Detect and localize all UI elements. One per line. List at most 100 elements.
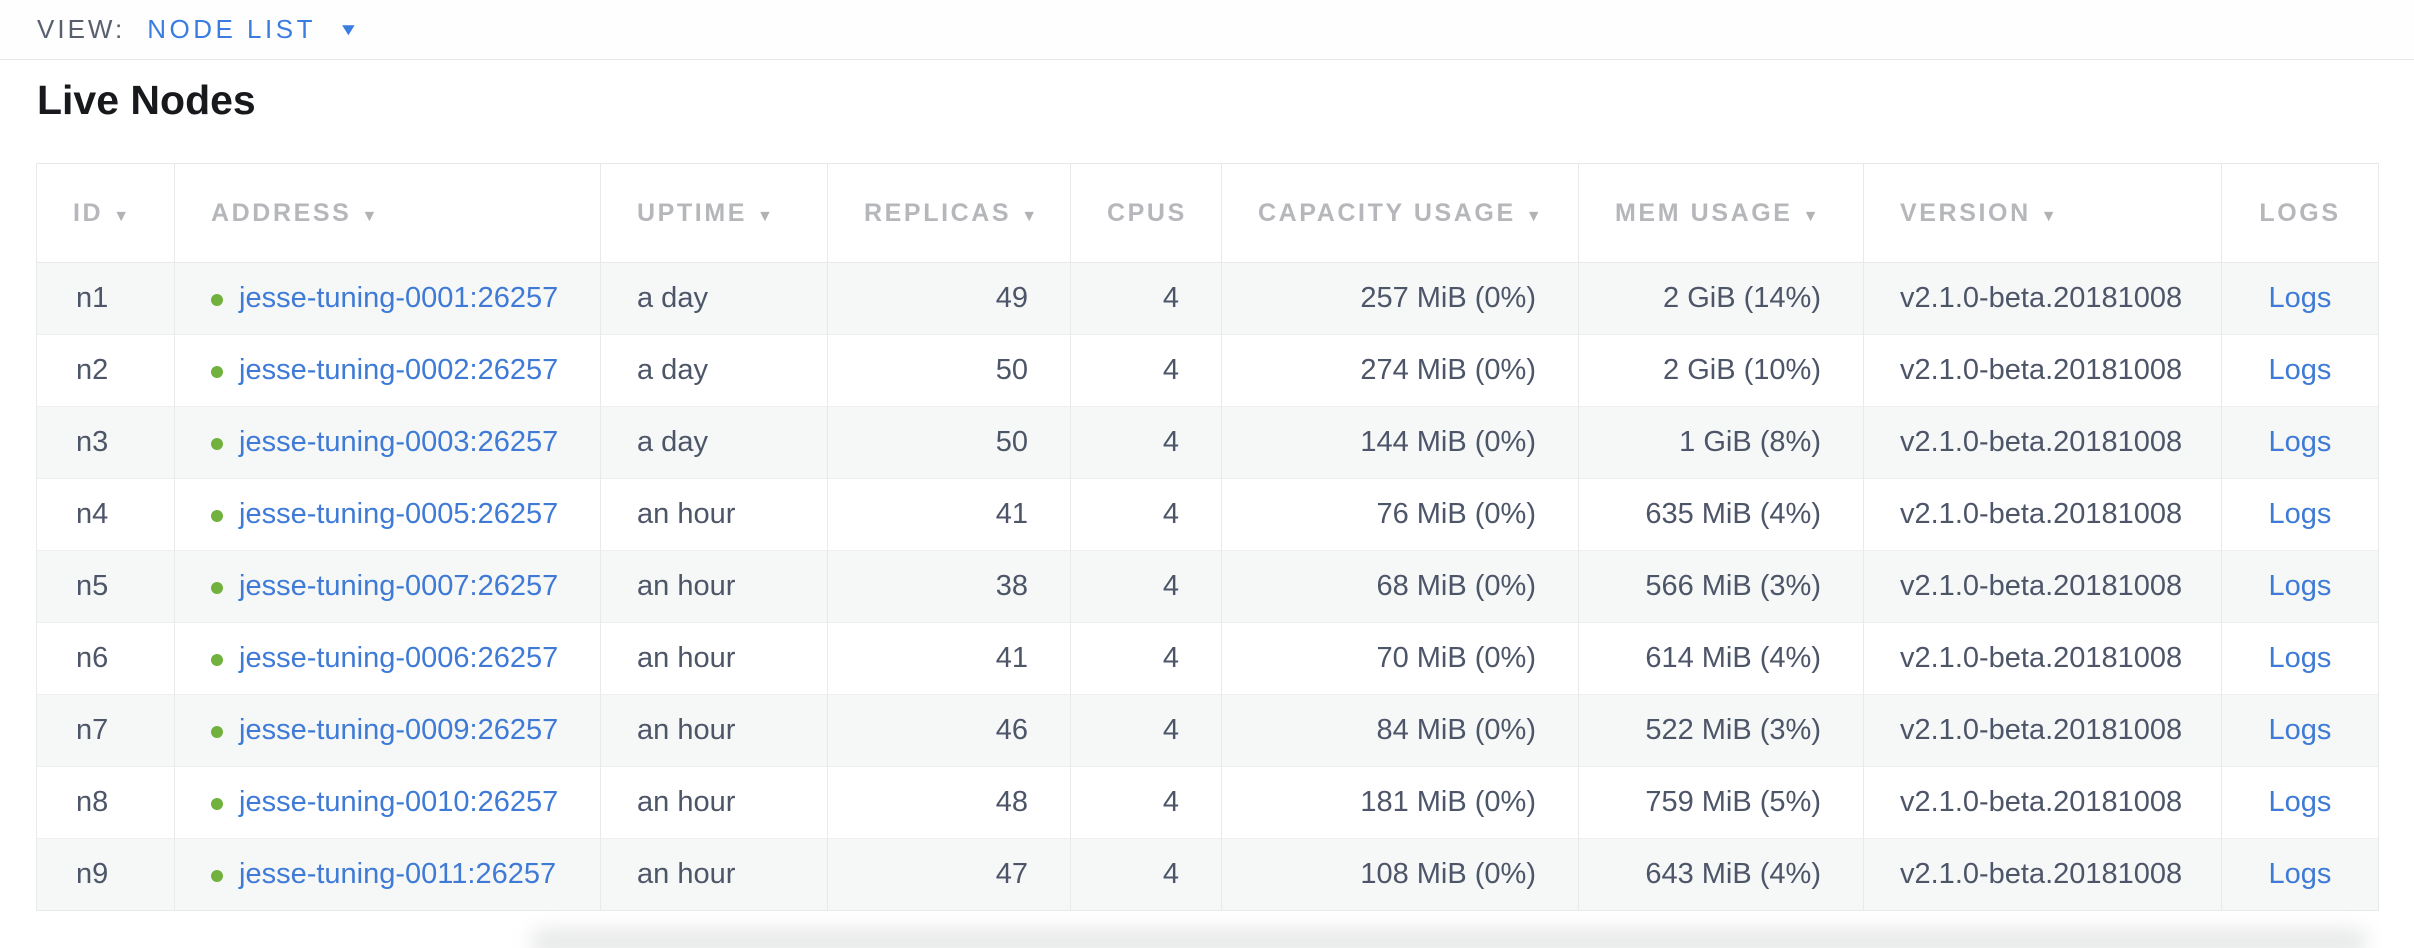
chevron-down-icon: ▼ [337, 19, 359, 39]
mem-cell: 643 MiB (4%) [1578, 838, 1864, 911]
node-live-status-icon [211, 582, 223, 594]
mem-cell: 1 GiB (8%) [1578, 406, 1864, 479]
node-address-link[interactable]: jesse-tuning-0002:26257 [239, 354, 559, 386]
sort-desc-icon: ▼ [113, 207, 130, 225]
column-header-id[interactable]: ID ▼ [36, 163, 175, 263]
column-label-uptime: UPTIME [637, 198, 748, 227]
logs-link[interactable]: Logs [2268, 642, 2332, 674]
capacity-cell: 274 MiB (0%) [1221, 334, 1579, 407]
node-row-n8: n8 jesse-tuning-0010:26257 an hour 48 4 181 M… [36, 766, 2379, 839]
uptime-cell: an hour [600, 694, 828, 767]
mem-cell: 635 MiB (4%) [1578, 478, 1864, 551]
column-header-logs: LOGS [2221, 163, 2379, 263]
view-dropdown[interactable]: NODE LIST ▼ [147, 14, 359, 45]
sort-desc-icon: ▼ [1021, 207, 1038, 225]
column-header-replicas[interactable]: REPLICAS ▼ [827, 163, 1071, 263]
capacity-cell: 68 MiB (0%) [1221, 550, 1579, 623]
logs-link[interactable]: Logs [2268, 570, 2332, 602]
node-address-link[interactable]: jesse-tuning-0001:26257 [239, 282, 559, 314]
column-header-address[interactable]: ADDRESS ▼ [174, 163, 601, 263]
version-cell: v2.1.0-beta.20181008 [1863, 334, 2222, 407]
column-header-version[interactable]: VERSION ▼ [1863, 163, 2222, 263]
replicas-cell: 41 [827, 478, 1071, 551]
column-header-mem[interactable]: MEM USAGE ▼ [1578, 163, 1864, 263]
node-live-status-icon [211, 654, 223, 666]
node-address-link[interactable]: jesse-tuning-0007:26257 [239, 570, 559, 602]
id-cell: n4 [36, 478, 175, 551]
logs-link[interactable]: Logs [2268, 426, 2332, 458]
mem-cell: 2 GiB (14%) [1578, 262, 1864, 335]
mem-cell: 614 MiB (4%) [1578, 622, 1864, 695]
column-label-capacity: CAPACITY USAGE [1258, 198, 1516, 227]
node-address-link[interactable]: jesse-tuning-0005:26257 [239, 498, 559, 530]
mem-cell: 566 MiB (3%) [1578, 550, 1864, 623]
address-cell: jesse-tuning-0005:26257 [174, 478, 601, 551]
replicas-cell: 50 [827, 406, 1071, 479]
column-header-capacity[interactable]: CAPACITY USAGE ▼ [1221, 163, 1579, 263]
node-row-n9: n9 jesse-tuning-0011:26257 an hour 47 4 108 M… [36, 838, 2379, 911]
column-header-uptime[interactable]: UPTIME ▼ [600, 163, 828, 263]
column-label-cpus: CPUS [1107, 198, 1187, 227]
version-cell: v2.1.0-beta.20181008 [1863, 406, 2222, 479]
logs-link[interactable]: Logs [2268, 354, 2332, 386]
version-cell: v2.1.0-beta.20181008 [1863, 478, 2222, 551]
uptime-cell: an hour [600, 622, 828, 695]
id-cell: n1 [36, 262, 175, 335]
capacity-cell: 108 MiB (0%) [1221, 838, 1579, 911]
uptime-cell: a day [600, 406, 828, 479]
uptime-cell: an hour [600, 550, 828, 623]
cpus-cell: 4 [1070, 766, 1222, 839]
capacity-cell: 84 MiB (0%) [1221, 694, 1579, 767]
replicas-cell: 41 [827, 622, 1071, 695]
logs-link[interactable]: Logs [2268, 282, 2332, 314]
node-live-status-icon [211, 438, 223, 450]
address-cell: jesse-tuning-0006:26257 [174, 622, 601, 695]
logs-cell: Logs [2221, 694, 2379, 767]
version-cell: v2.1.0-beta.20181008 [1863, 766, 2222, 839]
address-cell: jesse-tuning-0003:26257 [174, 406, 601, 479]
cpus-cell: 4 [1070, 838, 1222, 911]
cpus-cell: 4 [1070, 334, 1222, 407]
logs-cell: Logs [2221, 622, 2379, 695]
id-cell: n3 [36, 406, 175, 479]
node-row-n5: n5 jesse-tuning-0007:26257 an hour 38 4 68 Mi… [36, 550, 2379, 623]
view-label: VIEW: [37, 14, 126, 44]
node-address-link[interactable]: jesse-tuning-0003:26257 [239, 426, 559, 458]
node-address-link[interactable]: jesse-tuning-0011:26257 [239, 858, 557, 890]
page-title: Live Nodes [37, 77, 256, 123]
logs-link[interactable]: Logs [2268, 498, 2332, 530]
uptime-cell: an hour [600, 838, 828, 911]
address-cell: jesse-tuning-0010:26257 [174, 766, 601, 839]
mem-cell: 759 MiB (5%) [1578, 766, 1864, 839]
node-address-link[interactable]: jesse-tuning-0010:26257 [239, 786, 559, 818]
live-nodes-section: Live Nodes ID ▼ ADDRESS ▼ UPTIME ▼ REPLICAS ▼ CP… [0, 77, 2414, 911]
logs-cell: Logs [2221, 334, 2379, 407]
node-row-n7: n7 jesse-tuning-0009:26257 an hour 46 4 84 Mi… [36, 694, 2379, 767]
node-address-link[interactable]: jesse-tuning-0009:26257 [239, 714, 559, 746]
logs-link[interactable]: Logs [2268, 786, 2332, 818]
address-cell: jesse-tuning-0009:26257 [174, 694, 601, 767]
logs-link[interactable]: Logs [2268, 858, 2332, 890]
table-body: n1 jesse-tuning-0001:26257 a day 49 4 257 MiB… [36, 262, 2379, 911]
sort-desc-icon: ▼ [757, 207, 773, 225]
node-row-n1: n1 jesse-tuning-0001:26257 a day 49 4 257 MiB… [36, 262, 2379, 335]
view-dropdown-value: NODE LIST [147, 14, 316, 44]
sort-desc-icon: ▼ [2040, 207, 2057, 225]
logs-link[interactable]: Logs [2268, 714, 2332, 746]
mem-cell: 522 MiB (3%) [1578, 694, 1864, 767]
address-cell: jesse-tuning-0001:26257 [174, 262, 601, 335]
logs-cell: Logs [2221, 262, 2379, 335]
cpus-cell: 4 [1070, 550, 1222, 623]
node-row-n2: n2 jesse-tuning-0002:26257 a day 50 4 274 MiB… [36, 334, 2379, 407]
logs-cell: Logs [2221, 766, 2379, 839]
column-label-replicas: REPLICAS [864, 198, 1012, 227]
replicas-cell: 38 [827, 550, 1071, 623]
cpus-cell: 4 [1070, 262, 1222, 335]
version-cell: v2.1.0-beta.20181008 [1863, 550, 2222, 623]
sort-desc-icon: ▼ [1802, 207, 1819, 225]
address-cell: jesse-tuning-0011:26257 [174, 838, 601, 911]
column-label-id: ID [73, 198, 104, 227]
node-row-n6: n6 jesse-tuning-0006:26257 an hour 41 4 70 Mi… [36, 622, 2379, 695]
node-live-status-icon [211, 726, 223, 738]
node-address-link[interactable]: jesse-tuning-0006:26257 [239, 642, 559, 674]
